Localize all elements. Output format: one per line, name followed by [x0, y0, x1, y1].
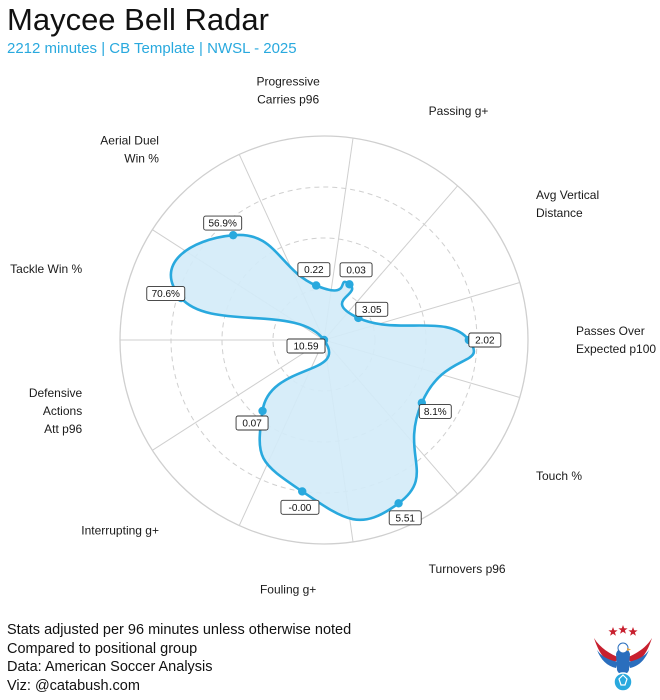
soccer-ball-icon [613, 672, 633, 692]
svg-text:8.1%: 8.1% [424, 407, 447, 418]
data-point [345, 280, 354, 289]
value-label: 56.9% [203, 215, 243, 231]
axis-label: Tackle Win % [10, 262, 82, 276]
radar-chart: 2.02 3.05 0.03 0.22 56.9% 70.6% 10.59 0.07 -0.00… [10, 75, 656, 597]
footer-line: Viz: @catabush.com [7, 677, 140, 694]
grid-spoke [152, 339, 325, 451]
svg-text:10.59: 10.59 [293, 342, 318, 353]
left-wing-icon [594, 638, 620, 664]
radar-axis-labels: Passes Over Expected p100 Avg Vertical Dist… [10, 75, 656, 597]
data-point [258, 406, 267, 416]
data-point [394, 499, 403, 508]
svg-text:5.51: 5.51 [395, 513, 415, 524]
star-icon [628, 627, 638, 636]
svg-text:70.6%: 70.6% [152, 289, 180, 300]
axis-label: Turnovers p96 [429, 562, 506, 576]
axis-label: Aerial Duel Win % [100, 134, 159, 166]
eagle-body-icon [616, 648, 630, 675]
data-point [311, 281, 321, 290]
value-label: 2.02 [468, 332, 502, 348]
svg-text:2.02: 2.02 [475, 336, 495, 347]
value-label: 0.07 [235, 415, 269, 431]
right-wing-icon [626, 638, 652, 664]
axis-label: Interrupting g+ [81, 523, 159, 537]
footer-line: Compared to positional group [7, 640, 198, 657]
footer-line: Data: American Soccer Analysis [7, 659, 213, 676]
value-label: 70.6% [146, 286, 186, 301]
eagle-logo [594, 625, 652, 692]
chart-subtitle: 2212 minutes | CB Template | NWSL - 2025 [7, 40, 297, 57]
chart-title: Maycee Bell Radar [7, 2, 269, 37]
svg-text:0.03: 0.03 [346, 265, 366, 276]
value-label: 3.05 [355, 301, 389, 317]
star-icon [608, 627, 618, 636]
axis-label: Passes Over Expected p100 [576, 324, 656, 356]
svg-text:3.05: 3.05 [362, 305, 382, 316]
svg-text:56.9%: 56.9% [209, 219, 237, 230]
value-label: 8.1% [418, 404, 452, 419]
radar-area [169, 233, 476, 521]
axis-label: Fouling g+ [260, 582, 316, 596]
radar-value-labels: 2.02 3.05 0.03 0.22 56.9% 70.6% 10.59 0.07 -0.00… [146, 215, 502, 526]
footer-notes: Stats adjusted per 96 minutes unless oth… [7, 621, 351, 695]
axis-label: Passing g+ [429, 104, 489, 118]
value-label: 5.51 [388, 510, 422, 526]
value-label: 10.59 [286, 338, 326, 354]
footer-line: Stats adjusted per 96 minutes unless oth… [7, 622, 352, 638]
svg-text:0.22: 0.22 [304, 265, 324, 276]
svg-text:-0.00: -0.00 [289, 503, 312, 514]
axis-label: Progressive Carries p96 [256, 75, 320, 107]
star-icon [618, 625, 628, 634]
value-label: -0.00 [280, 499, 320, 515]
data-point [298, 487, 307, 496]
axis-label: Touch % [536, 469, 582, 483]
axis-label: Avg Vertical Distance [536, 188, 599, 220]
axis-label: Defensive Actions Att p96 [29, 386, 83, 436]
radar-shape [169, 233, 476, 521]
value-label: 0.22 [297, 262, 331, 278]
data-point [228, 230, 238, 240]
value-label: 0.03 [339, 262, 373, 278]
svg-text:0.07: 0.07 [242, 419, 262, 430]
